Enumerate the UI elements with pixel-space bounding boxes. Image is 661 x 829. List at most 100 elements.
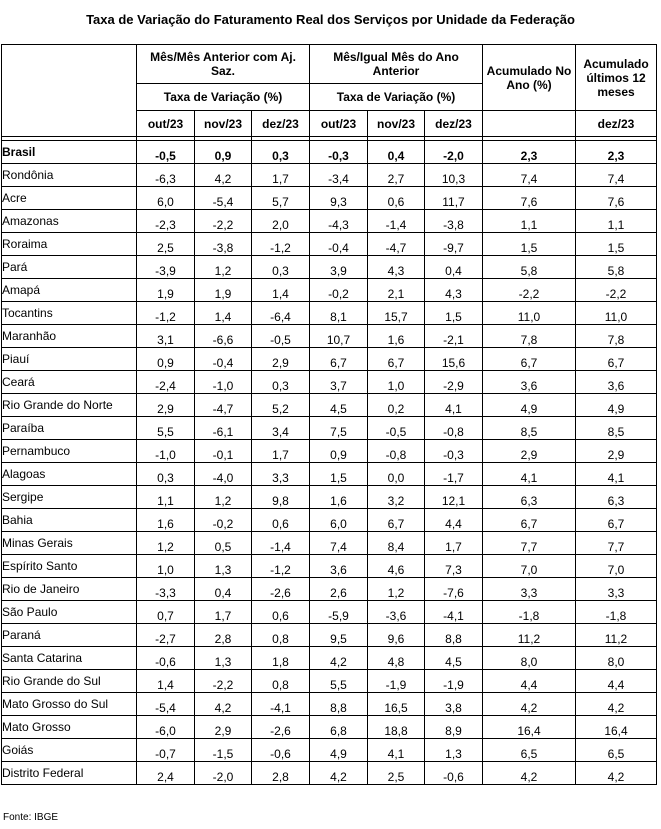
value-cell: -2,4 (136, 370, 195, 394)
value-cell: -1,2 (251, 232, 310, 256)
value-cell: 2,9 (194, 715, 252, 739)
value-cell: 7,6 (575, 186, 657, 210)
value-cell: 6,7 (482, 508, 576, 532)
value-cell: -5,9 (309, 600, 368, 624)
value-cell: 10,3 (424, 163, 483, 187)
value-cell: 15,7 (367, 301, 425, 325)
value-cell: 4,6 (367, 554, 425, 578)
value-cell: 0,9 (136, 347, 195, 371)
value-cell: -4,3 (309, 209, 368, 233)
table-row: Mato Grosso -6,0 2,9 -2,6 6,8 18,8 8,9 16,4 16,4 (1, 715, 657, 739)
value-cell: 4,2 (575, 761, 657, 785)
value-cell: 7,3 (424, 554, 483, 578)
header-acumulado-12: Acumulado últimos 12 meses (575, 44, 657, 111)
month-header: out/23 (309, 110, 368, 137)
value-cell: 7,8 (575, 324, 657, 348)
value-cell: 4,2 (482, 761, 576, 785)
value-cell: 1,5 (424, 301, 483, 325)
value-cell: 4,2 (309, 646, 368, 670)
value-cell: 3,6 (309, 554, 368, 578)
table-row: Pernambuco -1,0 -0,1 1,7 0,9 -0,8 -0,3 2,9 2,9 (1, 439, 657, 463)
value-cell: -2,6 (251, 577, 310, 601)
value-cell: 1,6 (136, 508, 195, 532)
value-cell: -0,3 (424, 439, 483, 463)
data-table: Mês/Mês Anterior com Aj. Saz. Mês/Igual … (1, 44, 657, 785)
table-row: Goiás -0,7 -1,5 -0,6 4,9 4,1 1,3 6,5 6,5 (1, 738, 657, 762)
value-cell: 3,9 (309, 255, 368, 279)
value-cell: 4,9 (309, 738, 368, 762)
table-row: Rio Grande do Norte 2,9 -4,7 5,2 4,5 0,2 4,1 4,… (1, 393, 657, 417)
value-cell: 7,0 (575, 554, 657, 578)
value-cell: 8,1 (309, 301, 368, 325)
state-name: Amapá (1, 278, 137, 302)
table-row: Paraná -2,7 2,8 0,8 9,5 9,6 8,8 11,2 11,2 (1, 623, 657, 647)
value-cell: 1,1 (136, 485, 195, 509)
table-row: Piauí 0,9 -0,4 2,9 6,7 6,7 15,6 6,7 6,7 (1, 347, 657, 371)
value-cell: 6,3 (482, 485, 576, 509)
value-cell: 4,4 (424, 508, 483, 532)
table-row: Pará -3,9 1,2 0,3 3,9 4,3 0,4 5,8 5,8 (1, 255, 657, 279)
value-cell: -4,7 (367, 232, 425, 256)
value-cell: 4,9 (482, 393, 576, 417)
subheader-mom: Taxa de Variação (%) (136, 83, 310, 111)
value-cell: -0,3 (309, 140, 368, 164)
value-cell: 2,8 (194, 623, 252, 647)
value-cell: -2,2 (482, 278, 576, 302)
value-cell: 3,4 (251, 416, 310, 440)
value-cell: -0,4 (309, 232, 368, 256)
state-name: Minas Gerais (1, 531, 137, 555)
table-row: Bahia 1,6 -0,2 0,6 6,0 6,7 4,4 6,7 6,7 (1, 508, 657, 532)
table-row: Paraíba 5,5 -6,1 3,4 7,5 -0,5 -0,8 8,5 8,5 (1, 416, 657, 440)
value-cell: 7,4 (309, 531, 368, 555)
value-cell: 1,2 (367, 577, 425, 601)
value-cell: 1,2 (194, 485, 252, 509)
value-cell: -4,1 (251, 692, 310, 716)
value-cell: -1,5 (194, 738, 252, 762)
value-cell: -2,2 (194, 209, 252, 233)
state-name: Espírito Santo (1, 554, 137, 578)
value-cell: 7,4 (575, 163, 657, 187)
value-cell: -1,2 (136, 301, 195, 325)
value-cell: 11,7 (424, 186, 483, 210)
value-cell: 1,2 (136, 531, 195, 555)
value-cell: 0,8 (251, 623, 310, 647)
state-name: Rondônia (1, 163, 137, 187)
value-cell: 0,6 (251, 600, 310, 624)
value-cell: -0,6 (424, 761, 483, 785)
value-cell: -0,6 (136, 646, 195, 670)
value-cell: 0,3 (136, 462, 195, 486)
value-cell: 8,9 (424, 715, 483, 739)
value-cell: 4,2 (575, 692, 657, 716)
value-cell: 1,4 (136, 669, 195, 693)
value-cell: 0,9 (309, 439, 368, 463)
state-name: Maranhão (1, 324, 137, 348)
value-cell: -1,0 (136, 439, 195, 463)
value-cell: 11,2 (575, 623, 657, 647)
value-cell: 4,2 (482, 692, 576, 716)
value-cell: -2,2 (575, 278, 657, 302)
value-cell: 2,3 (575, 140, 657, 164)
value-cell: 5,7 (251, 186, 310, 210)
value-cell: 4,2 (194, 692, 252, 716)
value-cell: 0,4 (194, 577, 252, 601)
value-cell: 0,4 (424, 255, 483, 279)
value-cell: 5,5 (136, 416, 195, 440)
value-cell: 7,4 (482, 163, 576, 187)
value-cell: 0,0 (367, 462, 425, 486)
value-cell: -0,8 (424, 416, 483, 440)
value-cell: 3,7 (309, 370, 368, 394)
value-cell: 16,4 (482, 715, 576, 739)
value-cell: 11,2 (482, 623, 576, 647)
table-row: Rio Grande do Sul 1,4 -2,2 0,8 5,5 -1,9 -1,9 4,… (1, 669, 657, 693)
value-cell: 0,4 (367, 140, 425, 164)
value-cell: 2,6 (309, 577, 368, 601)
value-cell: 5,5 (309, 669, 368, 693)
value-cell: 5,8 (482, 255, 576, 279)
table-row: Roraima 2,5 -3,8 -1,2 -0,4 -4,7 -9,7 1,5 1,5 (1, 232, 657, 256)
value-cell: 2,3 (482, 140, 576, 164)
value-cell: 9,6 (367, 623, 425, 647)
table-row: Sergipe 1,1 1,2 9,8 1,6 3,2 12,1 6,3 6,3 (1, 485, 657, 509)
value-cell: 1,9 (136, 278, 195, 302)
value-cell: 1,7 (251, 439, 310, 463)
value-cell: -1,9 (424, 669, 483, 693)
